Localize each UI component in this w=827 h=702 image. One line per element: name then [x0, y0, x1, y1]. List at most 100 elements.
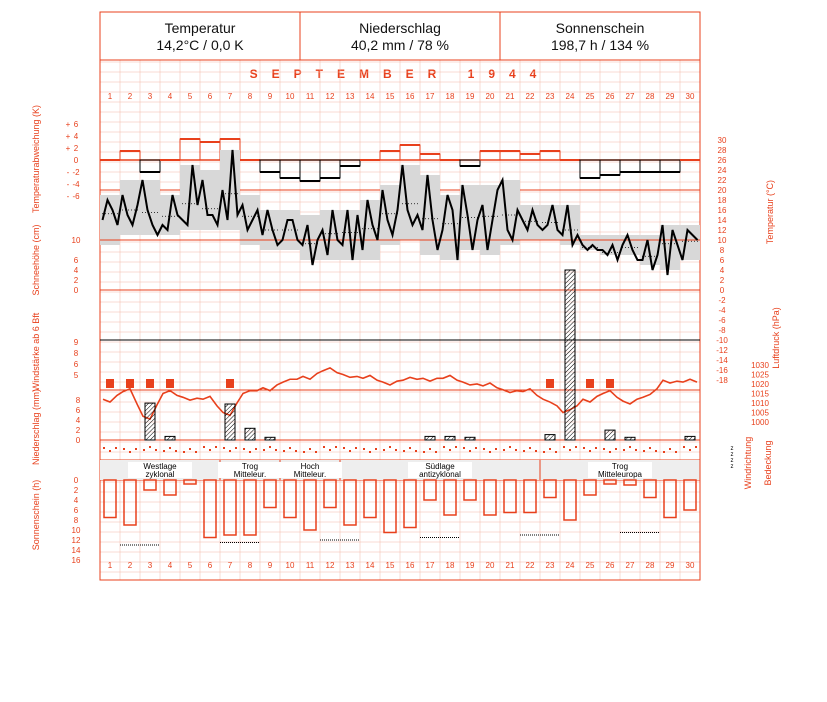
wind-scale-tick: z	[731, 464, 734, 470]
day-label-top: 25	[586, 92, 595, 101]
sunshine-bar	[143, 479, 157, 491]
snow-tick: 4	[74, 266, 79, 275]
precip-axis-label: Niederschlag (mm)	[31, 388, 41, 466]
temperature-value: 14,2°C / 0,0 K	[156, 37, 244, 53]
wind-direction-dot	[249, 451, 251, 453]
anomaly-bar	[379, 150, 401, 161]
day-label-bottom: 27	[626, 561, 635, 570]
wind-dir-label: Windrichtung	[743, 436, 753, 490]
sunshine-bar	[583, 479, 597, 496]
wind-direction-dot	[163, 450, 165, 452]
sunshine-bar	[343, 479, 357, 526]
snow-tick: 6	[74, 256, 79, 265]
day-label-top: 1	[108, 92, 113, 101]
day-label-bottom: 5	[188, 561, 193, 570]
precip-tick: 2	[76, 426, 81, 435]
snow-tick: 0	[74, 286, 79, 295]
day-label-top: 3	[148, 92, 153, 101]
wind-direction-dot	[543, 451, 545, 453]
wind-marker	[586, 379, 594, 388]
wind-direction-dot	[629, 446, 631, 448]
wind-scale-tick: z	[731, 452, 734, 458]
wind-direction-dot	[155, 449, 157, 451]
day-label-top: 7	[228, 92, 233, 101]
sunshine-tick: 0	[74, 476, 79, 485]
wind-direction-dot	[569, 449, 571, 451]
day-label-top: 2	[128, 92, 133, 101]
wind-tick: 8	[74, 349, 79, 358]
precipitation-value: 40,2 mm / 78 %	[350, 37, 450, 53]
precip-tick: 6	[76, 406, 81, 415]
wind-direction-dot	[303, 451, 305, 453]
wind-direction-dot	[189, 448, 191, 450]
day-label-bottom: 23	[546, 561, 555, 570]
temperature-tick: -18	[716, 376, 728, 385]
day-label-top: 23	[546, 92, 555, 101]
sunshine-tick: 16	[72, 556, 81, 565]
sunshine-bar	[123, 479, 137, 526]
sunshine-bar	[283, 479, 297, 519]
wind-direction-dot	[383, 449, 385, 451]
precip-bar	[424, 435, 436, 441]
day-label-top: 21	[506, 92, 515, 101]
day-label-bottom: 28	[646, 561, 655, 570]
wind-direction-dot	[103, 447, 105, 449]
wind-direction-dot	[363, 448, 365, 450]
temperature-tick: 2	[720, 276, 725, 285]
anomaly-tick: 0	[74, 156, 79, 165]
wind-direction-dot	[663, 451, 665, 453]
temperature-axis-label: Temperatur (°C)	[765, 179, 775, 245]
wind-direction-dot	[589, 450, 591, 452]
anomaly-bar	[279, 159, 301, 179]
wind-direction-dot	[223, 447, 225, 449]
wind-direction-dot	[483, 448, 485, 450]
sunshine-title: Sonnenschein	[555, 20, 645, 36]
day-label-bottom: 29	[666, 561, 675, 570]
sunshine-tick: 6	[74, 506, 79, 515]
wind-direction-dot	[289, 447, 291, 449]
day-label-bottom: 30	[686, 561, 695, 570]
anomaly-tick-sign: -	[67, 192, 70, 201]
temp-range-band	[680, 225, 700, 260]
wind-direction-dot	[143, 449, 145, 451]
day-label-bottom: 4	[168, 561, 173, 570]
temperature-tick: 24	[718, 166, 727, 175]
wind-direction-dot	[535, 450, 537, 452]
day-label-bottom: 7	[228, 561, 233, 570]
sunshine-tick: 8	[74, 516, 79, 525]
wind-direction-dot	[369, 451, 371, 453]
sunshine-bar	[463, 479, 477, 501]
wind-direction-dot	[669, 448, 671, 450]
temperature-line	[101, 149, 699, 276]
temp-range-band	[200, 170, 220, 230]
wind-direction-dot	[529, 447, 531, 449]
wind-direction-dot	[395, 449, 397, 451]
day-label-top: 24	[566, 92, 575, 101]
temperature-tick: -4	[718, 306, 726, 315]
wind-direction-dot	[175, 450, 177, 452]
sunshine-bar	[163, 479, 177, 496]
summary-header: Temperatur 14,2°C / 0,0 K Niederschlag 4…	[100, 12, 700, 60]
pressure-tick: 1020	[751, 380, 769, 389]
anomaly-tick-sign: +	[66, 132, 71, 141]
wind-direction-dot	[615, 448, 617, 450]
temperature-tick: 26	[718, 156, 727, 165]
weather-type-label: Trog	[612, 462, 628, 471]
precip-bar	[604, 429, 616, 441]
anomaly-tick: 4	[74, 132, 79, 141]
wind-direction-dot	[449, 449, 451, 451]
precip-bar	[224, 403, 236, 441]
temperature-tick: 8	[720, 246, 725, 255]
wind-direction-dot	[169, 447, 171, 449]
weather-type-label: antizyklonal	[419, 470, 461, 479]
wind-direction-dot	[583, 447, 585, 449]
sunshine-bar	[603, 479, 617, 485]
weather-type-label: Hoch	[301, 462, 320, 471]
temperature-tick: 6	[720, 256, 725, 265]
wind-marker	[606, 379, 614, 388]
day-label-top: 5	[188, 92, 193, 101]
temperature-tick: -14	[716, 356, 728, 365]
wind-direction-dot	[209, 449, 211, 451]
wind-direction-dot	[549, 448, 551, 450]
